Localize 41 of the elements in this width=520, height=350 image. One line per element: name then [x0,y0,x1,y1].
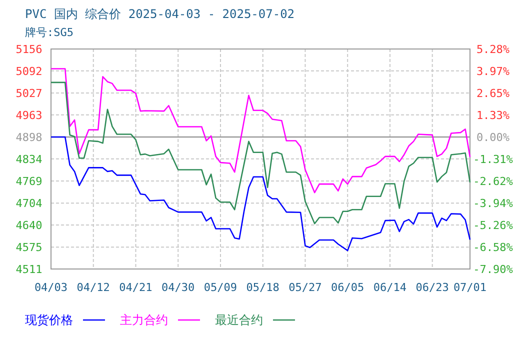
y2-tick-label: 0.00% [476,131,510,144]
x-tick-label: 05/27 [288,281,322,294]
y-tick-label: 4834 [16,152,43,166]
y2-tick-label: -3.94% [473,196,514,210]
y-tick-label: 5092 [16,64,42,78]
line-series [50,136,471,252]
x-tick-label: 05/18 [246,281,280,294]
y2-tick-label: -1.31% [473,153,514,166]
x-tick-label: 06/23 [416,281,449,294]
x-tick-label: 06/14 [373,281,407,294]
y2-tick-label: 1.33% [476,108,510,122]
line-series [50,82,471,224]
y-tick-label: 4963 [16,108,42,122]
y-tick-label: 5156 [16,43,42,56]
chart-title: PVC 国内 综合价 2025-04-03 - 2025-07-02 [25,7,295,21]
legend-label: 现货价格 [25,313,73,327]
legend-label: 最近合约 [215,313,263,327]
x-tick-label: 07/01 [453,281,487,294]
y2-tick-label: 2.65% [476,86,510,100]
x-tick-label: 05/09 [204,281,238,294]
y-tick-label: 4575 [16,241,42,254]
line-series [50,68,471,194]
x-tick-label: 04/03 [34,281,68,294]
legend-label: 主力合约 [120,313,168,327]
y2-tick-label: -7.90% [473,263,514,276]
x-tick-label: 04/21 [119,281,152,294]
x-tick-label: 06/05 [331,281,364,294]
y-tick-label: 4640 [16,219,42,232]
y-tick-label: 4769 [16,175,42,188]
x-tick-label: 04/30 [162,281,195,294]
y2-tick-label: -6.58% [473,240,514,254]
y-tick-label: 4511 [16,263,42,276]
y2-tick-label: 3.97% [476,64,510,78]
y-tick-label: 5027 [16,87,42,100]
y2-tick-label: 5.28% [476,43,510,56]
y2-tick-label: -2.62% [473,174,514,188]
y2-tick-label: -5.26% [473,218,514,232]
chart-subtitle: 牌号:SG5 [25,26,74,39]
y-tick-label: 4704 [16,197,43,210]
x-tick-label: 04/12 [76,281,110,294]
y-tick-label: 4898 [16,131,42,144]
